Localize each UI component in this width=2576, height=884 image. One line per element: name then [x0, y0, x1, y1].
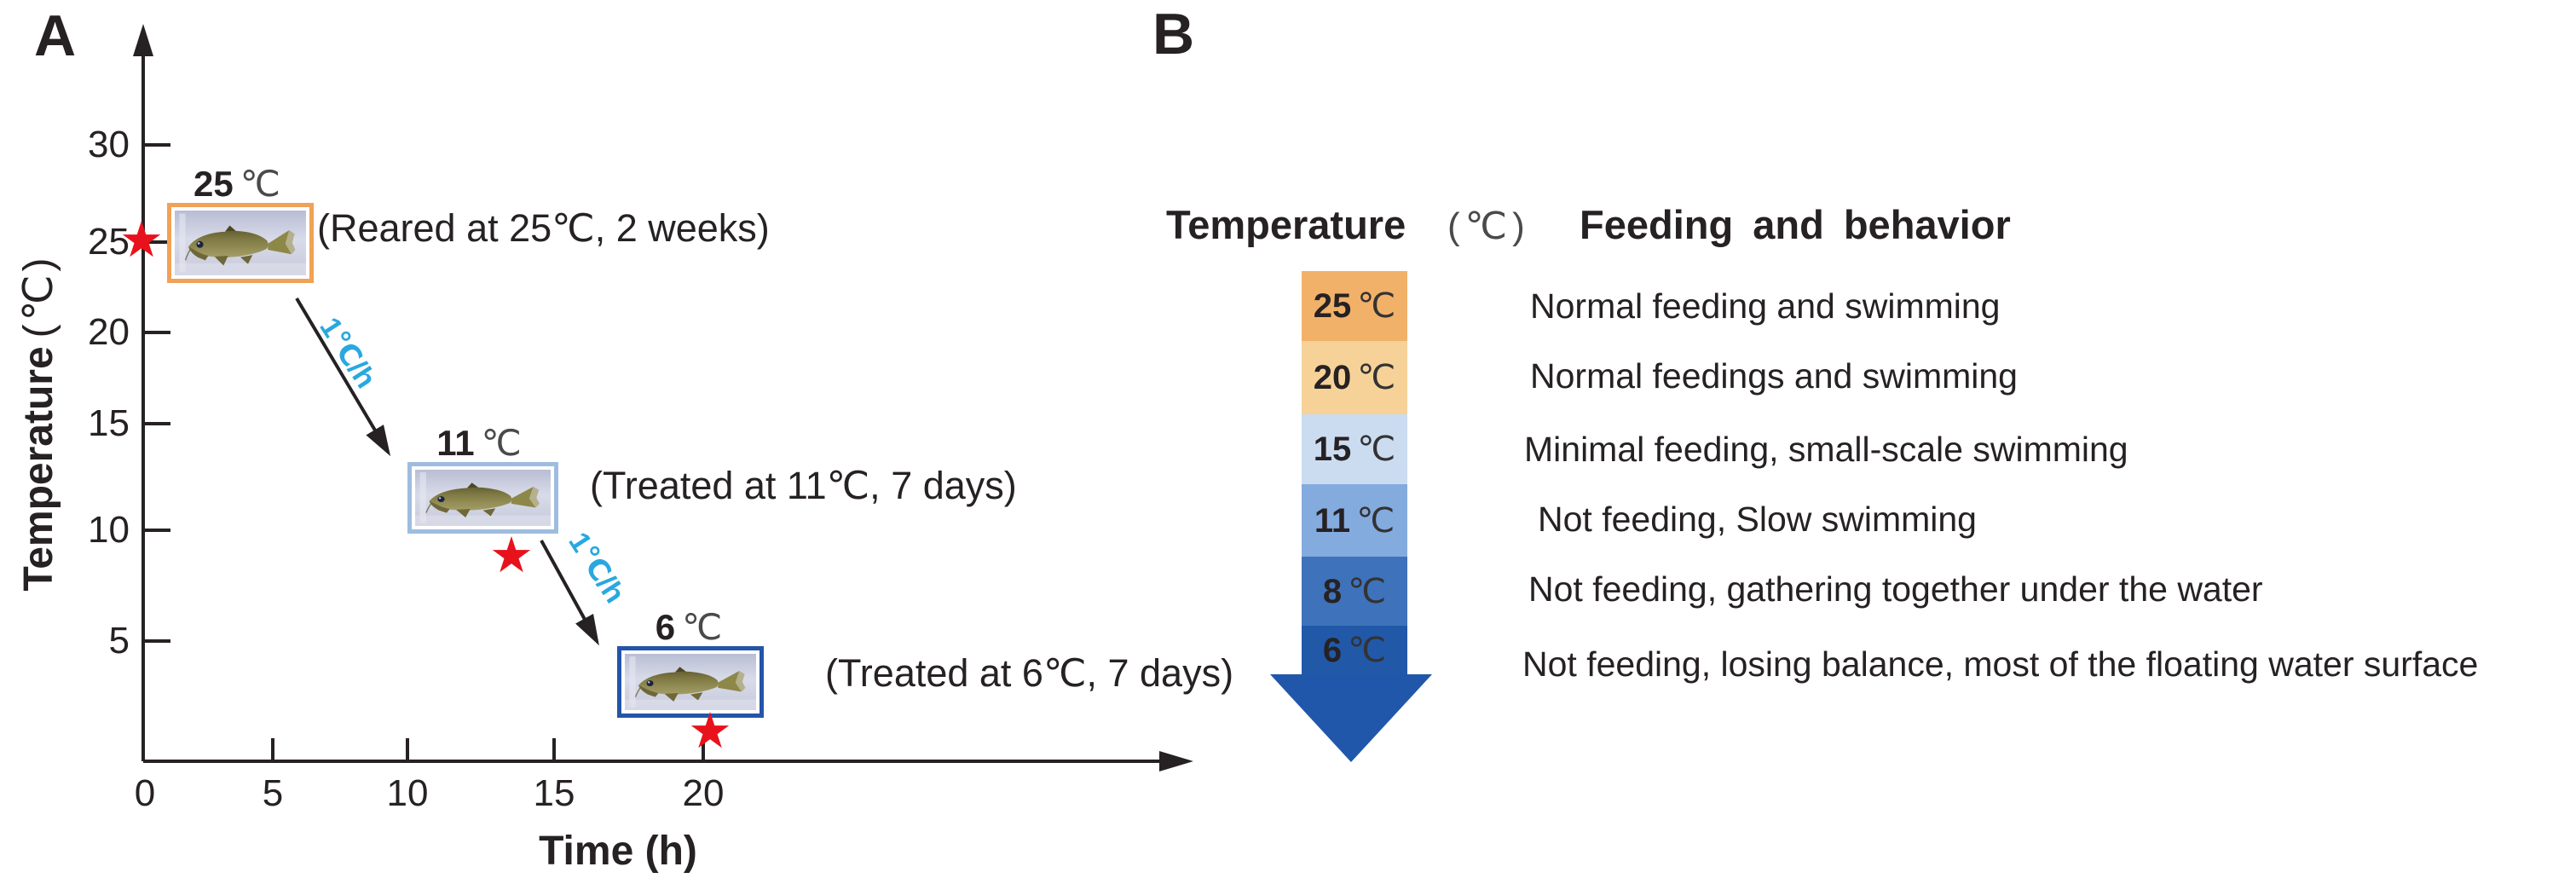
stage-box-25c: [167, 203, 314, 283]
degree-unit: ℃: [481, 423, 522, 463]
x-tick-10: 10: [386, 772, 429, 814]
y-tick-15: 15: [88, 402, 130, 444]
behavior-20c: Normal feedings and swimming: [1530, 356, 2018, 396]
behavior-11c: Not feeding, Slow swimming: [1538, 500, 1977, 540]
temp-value: 6: [1322, 631, 1343, 669]
temp-value: 15: [1313, 430, 1352, 468]
sampling-star-icon: ★: [688, 703, 732, 759]
y-tick-5: 5: [108, 620, 130, 662]
stage-temp-value: 11: [436, 423, 475, 463]
temp-value: 8: [1322, 572, 1343, 610]
y-axis-title: Temperature (℃): [16, 184, 62, 662]
temp-row-11: 11 ℃: [1302, 484, 1407, 557]
stage-temp-value: 25: [193, 164, 234, 204]
fish-photo-25c: [175, 211, 306, 275]
x-axis-title: Time (h): [539, 829, 697, 874]
stage-box-6c: [617, 646, 764, 718]
degree-unit: ℃: [1348, 572, 1387, 610]
temp-value: 20: [1313, 359, 1352, 396]
header-feeding-behavior: Feeding and behavior: [1580, 202, 2011, 247]
sampling-star-icon: ★: [119, 212, 164, 268]
temp-row-8: 8 ℃: [1302, 557, 1407, 626]
panel-b-label: B: [1152, 2, 1195, 66]
stage-annotation-6c: (Treated at 6℃, 7 days): [825, 651, 1234, 695]
fish-photo-11c: [415, 470, 551, 526]
y-tick-30: 30: [88, 124, 130, 165]
panel-a-label: A: [34, 3, 77, 68]
x-tick-5: 5: [262, 772, 284, 814]
stage-annotation-25c: (Reared at 25℃, 2 weeks): [317, 206, 770, 250]
stage-annotation-11c: (Treated at 11℃, 7 days): [590, 464, 1017, 507]
stage-box-11c: [407, 462, 558, 534]
temp-row-15: 15 ℃: [1302, 414, 1407, 484]
behavior-15c: Minimal feeding, small-scale swimming: [1524, 430, 2128, 470]
stage-temp-label-11c: 11 ℃: [436, 425, 522, 462]
stage-temp-label-25c: 25 ℃: [193, 165, 280, 203]
temperature-scale: 25 ℃ 20 ℃ 15 ℃ 11 ℃ 8 ℃ 6 ℃: [1302, 271, 1407, 674]
behavior-6c: Not feeding, losing balance, most of the…: [1522, 644, 2479, 685]
degree-unit: ℃: [1357, 287, 1396, 325]
stage-temp-label-6c: 6 ℃: [656, 609, 723, 646]
down-arrow-icon: [1270, 674, 1432, 762]
fish-photo-6c: [625, 654, 756, 710]
y-axis-arrowhead: [133, 24, 153, 56]
sampling-star-icon: ★: [489, 528, 534, 583]
degree-unit: ℃: [1357, 430, 1396, 468]
temp-row-6: 6 ℃: [1302, 626, 1407, 674]
cooling-rate-label-1: 1℃/h: [313, 311, 383, 395]
x-tick-20: 20: [682, 772, 725, 814]
header-temperature-unit: (℃): [1447, 205, 1530, 247]
stage-temp-value: 6: [655, 607, 676, 647]
degree-unit: ℃: [1356, 501, 1395, 540]
y-tick-10: 10: [88, 509, 130, 551]
y-axis-title-unit: (℃): [16, 254, 61, 338]
behavior-25c: Normal feeding and swimming: [1530, 286, 2001, 326]
temp-row-20: 20 ℃: [1302, 341, 1407, 414]
degree-unit: ℃: [1348, 631, 1387, 669]
temp-row-25: 25 ℃: [1302, 271, 1407, 341]
x-tick-15: 15: [533, 772, 575, 814]
temp-value: 25: [1313, 287, 1352, 325]
header-temperature: Temperature: [1166, 202, 1406, 247]
degree-unit: ℃: [1357, 359, 1396, 396]
degree-unit: ℃: [682, 607, 723, 647]
y-tick-25: 25: [88, 221, 130, 263]
degree-unit: ℃: [240, 164, 280, 204]
cooling-rate-label-2: 1℃/h: [562, 526, 632, 610]
behavior-8c: Not feeding, gathering together under th…: [1528, 569, 2263, 610]
y-axis-title-text: Temperature: [16, 346, 61, 592]
temp-value: 11: [1314, 501, 1351, 540]
x-axis-arrowhead: [1159, 751, 1193, 771]
x-tick-0: 0: [134, 772, 156, 814]
x-ticks: [271, 738, 705, 760]
y-tick-20: 20: [88, 311, 130, 353]
